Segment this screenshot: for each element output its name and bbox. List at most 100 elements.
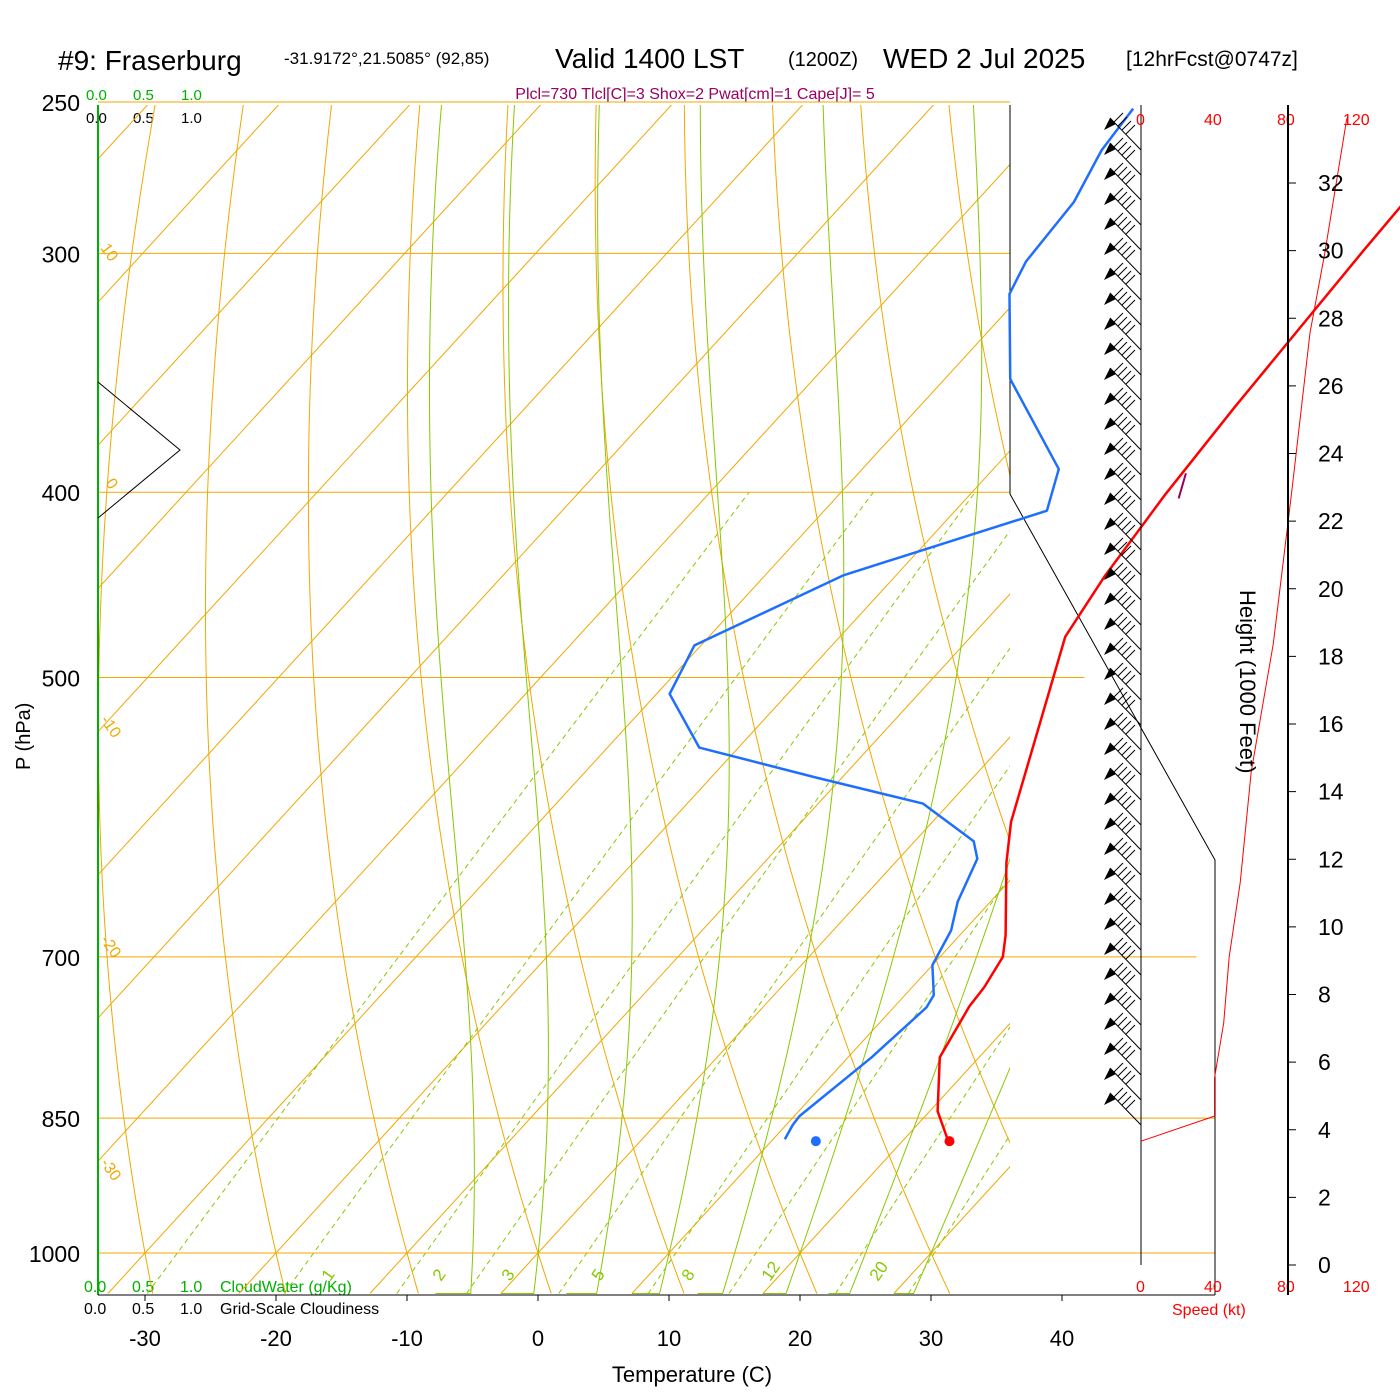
speed-tick: 0	[1136, 112, 1145, 129]
moist-adiabat-line	[428, 105, 475, 1295]
barb-flag	[1121, 195, 1132, 206]
mixing-ratio-label: 12	[758, 1258, 784, 1284]
barb-flag	[1125, 499, 1136, 510]
height-tick-label: 10	[1318, 914, 1344, 940]
isotherm-line	[631, 879, 1010, 1294]
sounding-params: Plcl=730 Tlcl[C]=3 Shox=2 Pwat[cm]=1 Cap…	[515, 86, 875, 103]
isotherm-line	[238, 450, 1010, 1294]
barb-flag	[1125, 649, 1136, 660]
barb-flag	[1121, 745, 1132, 756]
dry-adiabat-label: 0	[102, 476, 121, 493]
barb-flag	[1121, 695, 1132, 706]
x-tick-label: 10	[657, 1326, 681, 1351]
wind-barb	[1104, 412, 1142, 451]
wind-barb	[1104, 537, 1142, 576]
isotherm-line	[98, 163, 1010, 1162]
isotherm-line	[98, 105, 935, 1019]
barb-flag	[1121, 795, 1132, 806]
barb-flag	[1113, 537, 1124, 548]
barb-flag	[1113, 812, 1124, 823]
wind-barb	[1104, 962, 1142, 1001]
isotherm-line	[1156, 102, 1400, 1294]
barb-pennant	[1104, 693, 1116, 705]
barb-flag	[1121, 495, 1132, 506]
wind-barbs	[1104, 112, 1142, 1126]
barb-flag	[1121, 245, 1132, 256]
barb-flag	[1121, 645, 1132, 656]
x-tick-label: 30	[919, 1326, 943, 1351]
barb-pennant	[1104, 343, 1116, 355]
dry-adiabat-line	[772, 105, 1010, 1144]
barb-pennant	[1104, 743, 1116, 755]
barb-flag	[1125, 974, 1136, 985]
barb-flag	[1113, 462, 1124, 473]
barb-flag	[1117, 441, 1128, 452]
series-line-temperature	[936, 205, 1400, 1143]
barb-flag	[1121, 170, 1132, 181]
mixing-ratio-label: 5	[588, 1266, 609, 1285]
barb-pennant	[1104, 468, 1116, 480]
series-line-parcel	[1177, 473, 1187, 499]
barb-flag	[1125, 324, 1136, 335]
barb-flag	[1113, 1062, 1124, 1073]
barb-flag	[1121, 1095, 1132, 1106]
speed-tick: 0	[1136, 1279, 1145, 1296]
barb-pennant	[1104, 168, 1116, 180]
isotherm-line	[0, 102, 19, 1294]
barb-flag	[1117, 216, 1128, 227]
moist-adiabat-line	[631, 105, 730, 1295]
barb-flag	[1113, 912, 1124, 923]
barb-flag	[1121, 945, 1132, 956]
barb-pennant	[1104, 1043, 1116, 1055]
wind-barb	[1104, 637, 1142, 676]
dry-adiabat-label: 10	[1032, 512, 1070, 550]
wind-barb	[1104, 1037, 1142, 1076]
cloud-water-scale-top: 0.0 0.5 1.0 0.0 0.5 1.0	[86, 87, 202, 127]
height-tick-label: 18	[1318, 643, 1344, 669]
forecast-label: [12hrFcst@0747z]	[1126, 48, 1298, 71]
speed-label: Speed (kt)	[1172, 1302, 1246, 1319]
moist-adiabat-line	[566, 105, 633, 1295]
barb-flag	[1125, 424, 1136, 435]
barb-pennant	[1104, 368, 1116, 380]
wind-barb	[1104, 187, 1142, 226]
barb-flag	[1117, 1041, 1128, 1052]
barb-flag	[1121, 620, 1132, 631]
barb-flag	[1125, 799, 1136, 810]
barb-flag	[1117, 141, 1128, 152]
barb-flag	[1113, 1037, 1124, 1048]
wind-barb	[1104, 112, 1142, 151]
barb-flag	[1117, 166, 1128, 177]
barb-flag	[1113, 737, 1124, 748]
cloud-water-scale-bottom: 0.0 0.5 1.0 CloudWater (g/Kg) 0.0 0.5 1.…	[84, 1279, 379, 1318]
barb-flag	[1125, 599, 1136, 610]
dry-adiabat-line	[1125, 102, 1400, 1294]
isotherm-line	[98, 105, 411, 447]
barb-pennant	[1104, 1018, 1116, 1030]
height-tick-label: 16	[1318, 711, 1344, 737]
wind-barb	[1104, 462, 1142, 501]
wind-barb	[1104, 662, 1142, 701]
barb-flag	[1125, 999, 1136, 1010]
y-axis-label: P (hPa)	[13, 703, 35, 770]
cloud-cover-tick: 0.0	[86, 110, 107, 127]
speed-tick: 40	[1204, 1279, 1222, 1296]
barb-flag	[1117, 916, 1128, 927]
wind-barb	[1104, 787, 1142, 826]
barb-flag	[1121, 920, 1132, 931]
barb-flag	[1117, 616, 1128, 627]
barb-flag	[1121, 270, 1132, 281]
utc-time: (1200Z)	[788, 49, 858, 71]
isotherm-line	[762, 1022, 1010, 1294]
barb-flag	[1125, 399, 1136, 410]
barb-pennant	[1104, 793, 1116, 805]
surface-temperature-point	[944, 1136, 955, 1147]
mixing-ratio-label: 8	[678, 1266, 699, 1285]
wind-speed-line	[1140, 118, 1348, 1142]
wind-barb	[1104, 937, 1142, 976]
barb-flag	[1113, 637, 1124, 648]
height-tick-label: 24	[1318, 441, 1344, 467]
barb-flag	[1117, 1066, 1128, 1077]
wind-barb	[1104, 862, 1142, 901]
